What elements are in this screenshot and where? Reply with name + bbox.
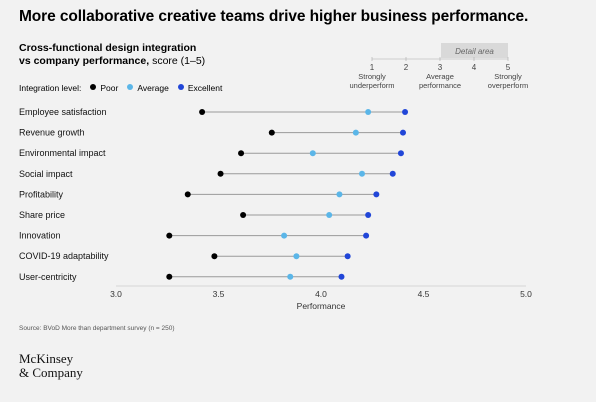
detail-scale-label-1-1: performance xyxy=(419,81,461,90)
detail-scale-label-0-0: Strongly xyxy=(358,72,386,81)
point-excellent xyxy=(397,150,404,157)
legend-dot-poor xyxy=(90,84,97,90)
point-excellent xyxy=(363,232,370,239)
legend-dot-excellent xyxy=(177,84,184,90)
point-poor xyxy=(184,191,191,198)
legend: Integration level: Poor Average Excellen… xyxy=(19,83,222,93)
category-label: Environmental impact xyxy=(19,148,106,158)
category-label: Revenue growth xyxy=(19,128,85,138)
category-label: Social impact xyxy=(19,169,73,179)
detail-scale-label-2-1: overperform xyxy=(488,81,528,90)
x-tick-label: 3.5 xyxy=(213,289,225,299)
source-note: Source: BVoD More than department survey… xyxy=(19,325,175,332)
point-poor xyxy=(199,109,206,115)
x-tick-label: 5.0 xyxy=(520,289,532,299)
subtitle-bold-2: vs company performance, xyxy=(19,55,150,67)
legend-item-poor: Poor xyxy=(90,83,118,93)
legend-label: Integration level: xyxy=(19,83,82,93)
point-poor xyxy=(217,170,224,177)
legend-text-excellent: Excellent xyxy=(187,83,223,93)
point-average xyxy=(336,191,343,198)
detail-scale-tick-label-3: 3 xyxy=(438,63,443,72)
point-average xyxy=(293,253,300,260)
legend-text-poor: Poor xyxy=(100,83,119,93)
detail-scale-label-1-0: Average xyxy=(426,72,454,81)
subtitle-normal: score (1–5) xyxy=(152,55,206,67)
legend-item-excellent: Excellent xyxy=(177,83,223,93)
category-label: Profitability xyxy=(19,189,64,199)
detail-scale-tick-label-5: 5 xyxy=(506,63,511,72)
point-excellent xyxy=(400,129,406,136)
category-label: Innovation xyxy=(19,231,61,241)
chart-subtitle: Cross-functional design integration vs c… xyxy=(19,42,205,68)
point-excellent xyxy=(373,191,380,198)
point-poor xyxy=(211,253,218,260)
legend-dot-average xyxy=(127,84,134,90)
logo-line-2: & Company xyxy=(19,365,83,380)
detail-scale-tick-label-2: 2 xyxy=(404,63,409,72)
point-excellent xyxy=(402,109,409,115)
subtitle-bold: Cross-functional design integration xyxy=(19,42,197,54)
detail-area-box xyxy=(441,43,508,58)
legend-item-average: Average xyxy=(127,83,169,93)
x-tick-label: 4.0 xyxy=(315,289,327,299)
category-label: COVID-19 adaptability xyxy=(19,251,109,261)
detail-scale-label-0-1: underperform xyxy=(349,81,394,90)
point-poor xyxy=(238,150,245,157)
x-axis-title: Performance xyxy=(297,301,346,311)
category-label: User-centricity xyxy=(19,272,77,282)
category-label: Share price xyxy=(19,210,65,220)
point-average xyxy=(326,212,333,218)
category-label: Employee satisfaction xyxy=(19,107,107,117)
chart-headline: More collaborative creative teams drive … xyxy=(19,8,529,25)
point-average xyxy=(281,232,288,239)
mckinsey-logo: McKinsey & Company xyxy=(19,352,83,380)
point-average xyxy=(365,109,372,115)
point-poor xyxy=(166,232,173,239)
point-average xyxy=(352,129,359,136)
detail-scale-tick-label-1: 1 xyxy=(370,63,375,72)
detail-scale-tick-label-4: 4 xyxy=(472,63,477,72)
point-average xyxy=(287,273,294,280)
point-average xyxy=(309,150,316,157)
point-average xyxy=(359,170,365,177)
detail-scale-label-2-0: Strongly xyxy=(494,72,522,81)
x-tick-label: 4.5 xyxy=(418,289,430,299)
point-excellent xyxy=(389,170,396,177)
point-poor xyxy=(268,129,275,136)
point-poor xyxy=(240,212,247,218)
point-excellent xyxy=(365,212,372,218)
point-excellent xyxy=(338,273,345,280)
detail-area-title: Detail area xyxy=(455,47,494,56)
legend-text-average: Average xyxy=(137,83,169,93)
x-tick-label: 3.0 xyxy=(110,289,122,299)
logo-line-1: McKinsey xyxy=(19,351,74,366)
point-excellent xyxy=(344,253,351,260)
point-poor xyxy=(166,273,173,280)
